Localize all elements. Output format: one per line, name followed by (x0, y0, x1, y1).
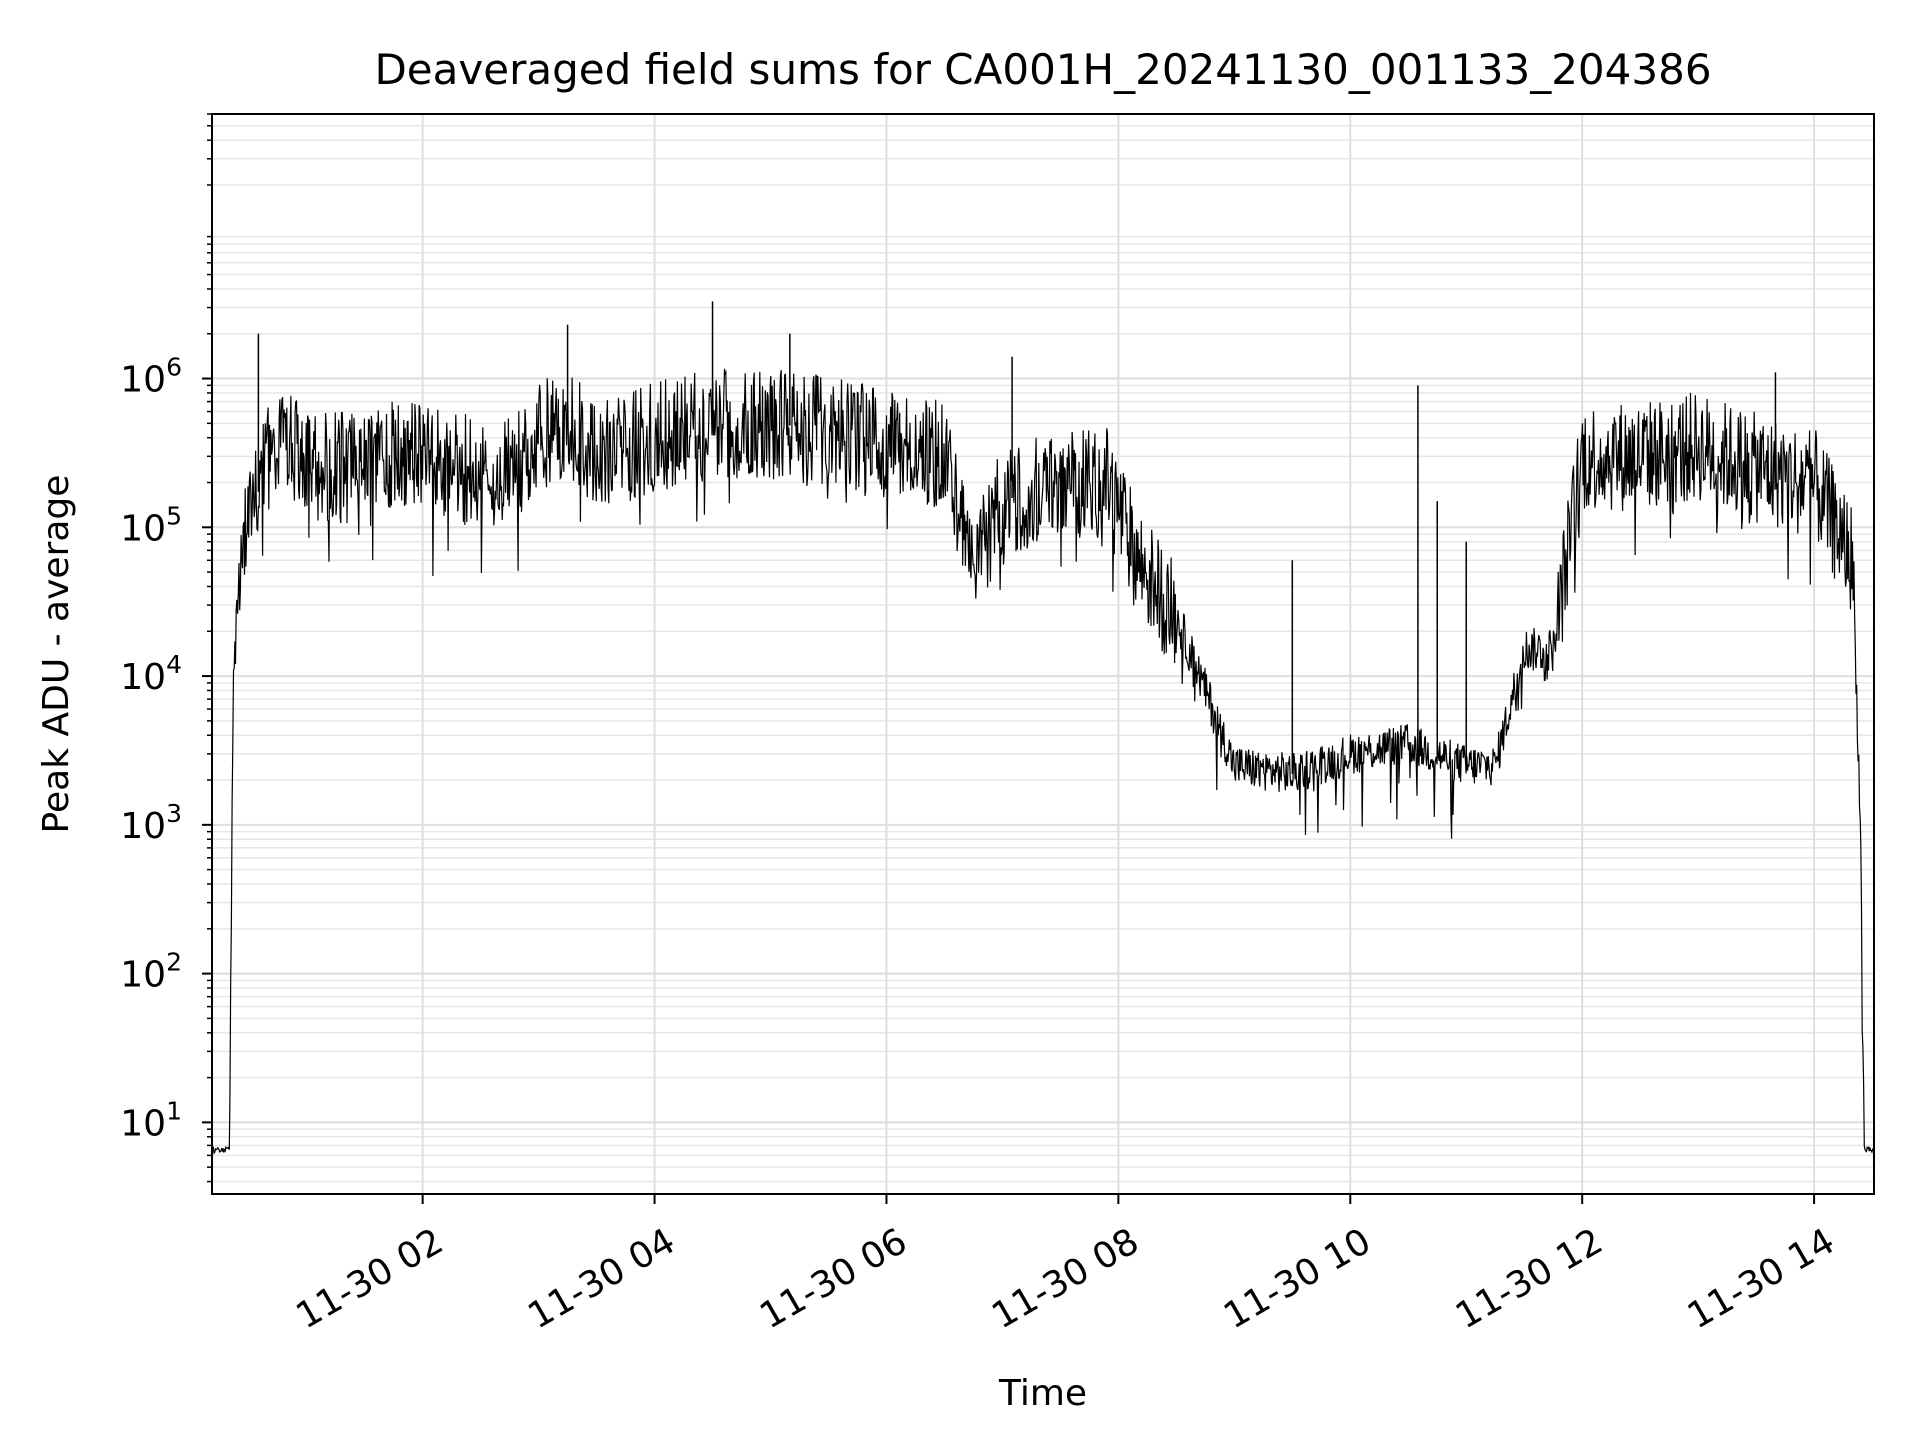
chart-title: Deaveraged field sums for CA001H_2024113… (374, 45, 1711, 94)
y-axis-label: Peak ADU - average (36, 475, 77, 834)
y-tick-label: 101 (120, 1096, 182, 1144)
y-tick-label: 105 (120, 501, 182, 549)
x-axis-label: Time (998, 1373, 1087, 1414)
series-group (211, 301, 1875, 1155)
series-line (211, 368, 1875, 1155)
y-tick-label: 104 (120, 650, 182, 698)
y-tick-label: 103 (120, 799, 182, 847)
plot-frame (211, 113, 1875, 1195)
y-tick-label: 102 (120, 948, 182, 996)
y-axis: 101 102 103 104 105 106 (120, 113, 212, 1183)
y-tick-label: 106 (120, 353, 182, 401)
